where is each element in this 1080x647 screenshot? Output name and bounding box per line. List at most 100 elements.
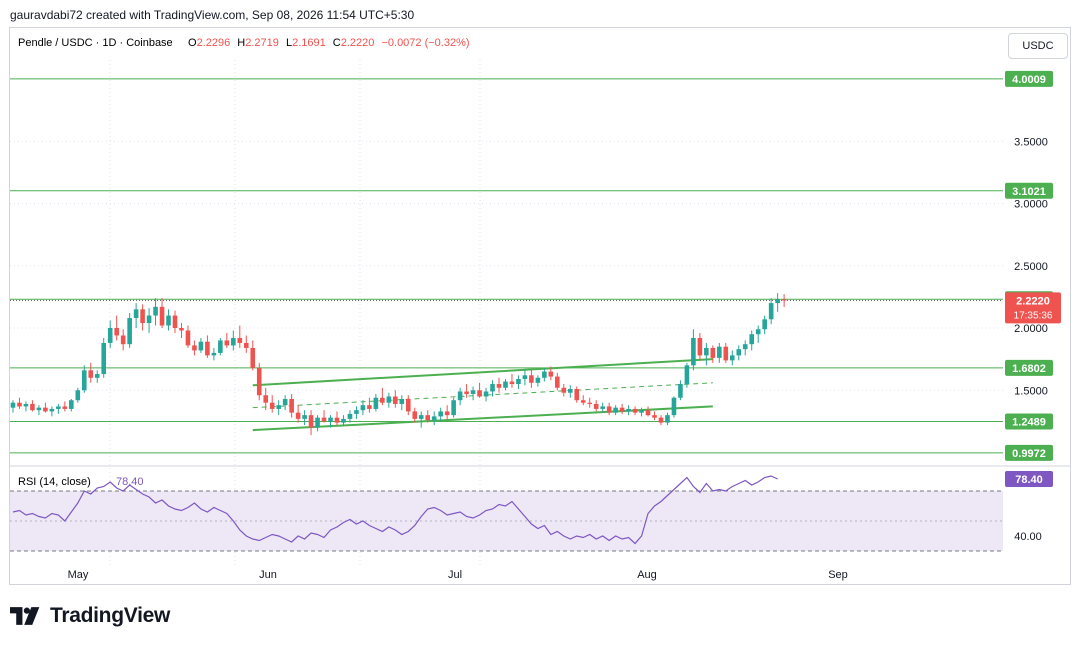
- candle-body[interactable]: [237, 337, 243, 343]
- candle-body[interactable]: [522, 375, 528, 380]
- candle-body[interactable]: [256, 367, 262, 396]
- candle-body[interactable]: [211, 352, 217, 356]
- candle-body[interactable]: [529, 375, 534, 383]
- candle-body[interactable]: [626, 408, 631, 412]
- candle-body[interactable]: [120, 335, 126, 345]
- candle-body[interactable]: [354, 410, 359, 414]
- candle-body[interactable]: [516, 379, 521, 385]
- candle-body[interactable]: [146, 315, 152, 324]
- candle-body[interactable]: [671, 397, 677, 416]
- candle-body[interactable]: [101, 342, 107, 375]
- candle-body[interactable]: [88, 370, 94, 378]
- candle-body[interactable]: [684, 365, 690, 385]
- candle-body[interactable]: [567, 389, 573, 393]
- candle-body[interactable]: [399, 398, 405, 404]
- candle-body[interactable]: [451, 400, 456, 416]
- candle-body[interactable]: [736, 349, 742, 356]
- candle-body[interactable]: [496, 384, 502, 388]
- candle-body[interactable]: [393, 396, 398, 404]
- candle-body[interactable]: [535, 377, 541, 383]
- candle-body[interactable]: [114, 328, 119, 336]
- candle-body[interactable]: [302, 415, 307, 419]
- candle-body[interactable]: [166, 315, 171, 326]
- candle-body[interactable]: [418, 415, 424, 419]
- candle-body[interactable]: [464, 391, 469, 394]
- candle-body[interactable]: [386, 396, 392, 403]
- candle-body[interactable]: [81, 370, 87, 391]
- candle-body[interactable]: [192, 345, 197, 351]
- channel-middle-line[interactable]: [252, 382, 713, 409]
- candle-body[interactable]: [69, 400, 74, 409]
- candle-body[interactable]: [282, 398, 288, 406]
- candle-body[interactable]: [632, 408, 638, 413]
- candle-body[interactable]: [224, 340, 230, 346]
- candle-body[interactable]: [140, 309, 145, 324]
- candle-body[interactable]: [717, 346, 722, 358]
- candle-body[interactable]: [179, 328, 184, 331]
- candle-body[interactable]: [438, 411, 443, 417]
- candle-body[interactable]: [444, 411, 450, 416]
- candle-body[interactable]: [405, 398, 411, 412]
- candle-body[interactable]: [94, 374, 100, 378]
- candle-body[interactable]: [587, 402, 593, 404]
- candle-body[interactable]: [639, 410, 644, 413]
- candle-body[interactable]: [127, 318, 132, 345]
- rsi-line[interactable]: [12, 475, 778, 545]
- candle-body[interactable]: [548, 371, 554, 377]
- candle-body[interactable]: [580, 400, 586, 403]
- candle-body[interactable]: [10, 402, 16, 408]
- candle-body[interactable]: [380, 397, 385, 403]
- candle-body[interactable]: [17, 402, 22, 407]
- candle-body[interactable]: [23, 403, 29, 407]
- candle-body[interactable]: [412, 411, 418, 419]
- candle-body[interactable]: [172, 315, 178, 328]
- candle-body[interactable]: [231, 337, 236, 346]
- candle-body[interactable]: [159, 306, 165, 326]
- candle-body[interactable]: [295, 412, 301, 419]
- candle-body[interactable]: [723, 346, 729, 361]
- tradingview-logo[interactable]: TradingView: [10, 604, 170, 628]
- candle-body[interactable]: [133, 309, 139, 319]
- channel-upper-line[interactable]: [252, 358, 713, 387]
- candle-body[interactable]: [593, 403, 599, 409]
- candle-body[interactable]: [606, 406, 612, 413]
- candle-body[interactable]: [665, 415, 670, 423]
- candle-body[interactable]: [263, 395, 269, 403]
- currency-button[interactable]: USDC: [1008, 33, 1068, 59]
- candle-body[interactable]: [347, 413, 353, 419]
- candle-body[interactable]: [749, 334, 755, 345]
- candle-body[interactable]: [619, 407, 625, 412]
- candle-body[interactable]: [775, 299, 780, 304]
- candle-body[interactable]: [205, 341, 210, 356]
- candle-body[interactable]: [678, 384, 683, 398]
- candle-body[interactable]: [276, 405, 281, 409]
- candle-body[interactable]: [652, 415, 657, 418]
- candle-body[interactable]: [425, 415, 431, 421]
- candle-body[interactable]: [561, 387, 567, 393]
- price-chart[interactable]: 4.00093.10212.23111.68021.24890.99722.22…: [0, 0, 1080, 600]
- candle-body[interactable]: [218, 340, 223, 353]
- candle-body[interactable]: [483, 391, 489, 397]
- candle-body[interactable]: [43, 407, 48, 412]
- candle-body[interactable]: [704, 347, 709, 356]
- candle-body[interactable]: [56, 406, 61, 409]
- candle-body[interactable]: [328, 417, 333, 422]
- candle-body[interactable]: [360, 405, 366, 411]
- candle-body[interactable]: [645, 410, 651, 416]
- candle-body[interactable]: [658, 417, 664, 423]
- candle-body[interactable]: [755, 329, 761, 335]
- candle-body[interactable]: [697, 337, 703, 356]
- candle-body[interactable]: [613, 407, 618, 413]
- candle-body[interactable]: [781, 299, 787, 301]
- candle-body[interactable]: [198, 341, 204, 351]
- candle-body[interactable]: [509, 381, 515, 385]
- candle-body[interactable]: [185, 330, 191, 346]
- candle-body[interactable]: [555, 376, 560, 388]
- candle-body[interactable]: [321, 417, 327, 422]
- candle-body[interactable]: [574, 389, 580, 401]
- candle-body[interactable]: [431, 416, 437, 421]
- candle-body[interactable]: [762, 319, 767, 330]
- candle-body[interactable]: [243, 342, 249, 348]
- candle-body[interactable]: [75, 390, 81, 401]
- candle-body[interactable]: [334, 417, 340, 423]
